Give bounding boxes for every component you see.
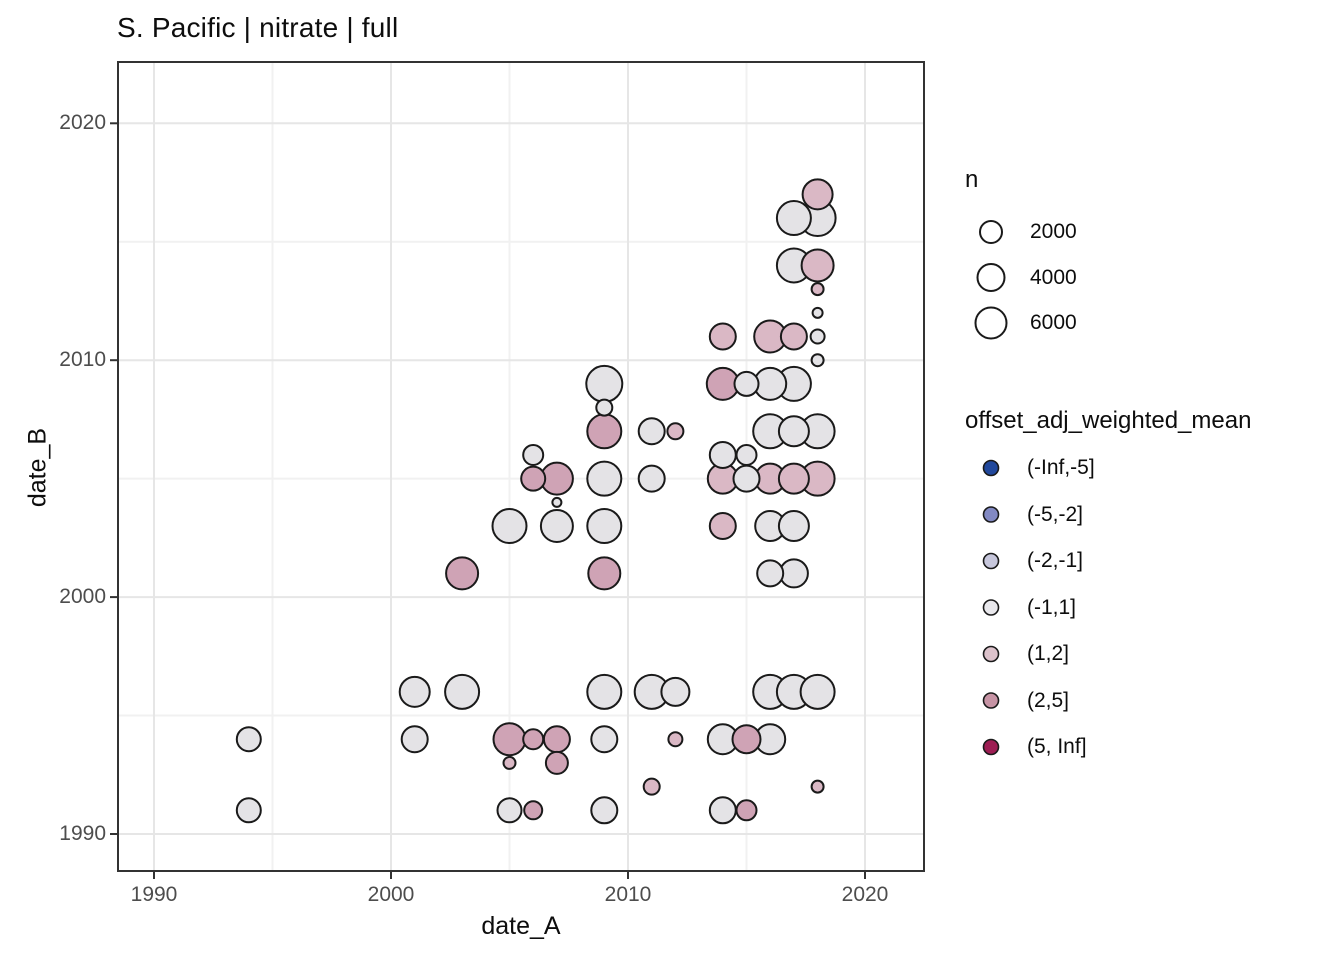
data-point bbox=[539, 509, 574, 544]
data-point bbox=[445, 556, 480, 591]
data-point bbox=[660, 676, 691, 707]
color-legend-key bbox=[982, 506, 1000, 523]
x-axis-title: date_A bbox=[481, 912, 561, 940]
size-legend-key bbox=[974, 306, 1008, 340]
size-legend-title: n bbox=[965, 166, 979, 193]
color-legend-value: (-Inf,-5] bbox=[1027, 456, 1095, 479]
size-legend-key bbox=[976, 263, 1006, 292]
data-point bbox=[800, 248, 835, 283]
color-legend-key bbox=[982, 692, 1000, 709]
data-point bbox=[492, 722, 527, 757]
data-point bbox=[642, 777, 661, 796]
data-point bbox=[444, 673, 481, 710]
data-point bbox=[400, 725, 429, 754]
data-point bbox=[735, 443, 758, 466]
data-point bbox=[708, 796, 737, 825]
x-tick-label-2000: 2000 bbox=[367, 883, 415, 906]
data-point bbox=[735, 799, 758, 822]
data-point bbox=[587, 556, 622, 591]
data-point bbox=[522, 443, 545, 466]
data-point bbox=[586, 508, 623, 545]
x-tick-label-2020: 2020 bbox=[841, 883, 889, 906]
chart-title: S. Pacific | nitrate | full bbox=[117, 12, 399, 43]
data-point bbox=[586, 673, 623, 710]
data-point bbox=[775, 200, 812, 237]
data-point bbox=[731, 724, 762, 755]
data-point bbox=[708, 512, 737, 541]
data-point bbox=[732, 464, 761, 493]
data-point bbox=[801, 178, 834, 211]
data-point bbox=[544, 750, 569, 775]
color-legend-key bbox=[982, 459, 1000, 477]
size-legend-value: 2000 bbox=[1030, 220, 1077, 243]
color-legend-key bbox=[982, 599, 1000, 616]
color-legend-title: offset_adj_weighted_mean bbox=[965, 407, 1252, 434]
data-point bbox=[708, 322, 737, 351]
data-point bbox=[637, 464, 666, 493]
data-point bbox=[810, 779, 825, 794]
data-point bbox=[777, 462, 810, 495]
data-point bbox=[235, 797, 262, 824]
data-point bbox=[756, 559, 785, 588]
data-point bbox=[595, 398, 614, 417]
data-point bbox=[398, 675, 431, 708]
data-point bbox=[491, 508, 528, 545]
data-point bbox=[586, 413, 623, 450]
data-point bbox=[777, 510, 810, 543]
data-point bbox=[502, 755, 517, 770]
x-tick-label-1990: 1990 bbox=[130, 883, 178, 906]
color-legend-value: (-1,1] bbox=[1027, 595, 1077, 619]
data-point bbox=[779, 322, 808, 351]
color-legend-value: (-5,-2] bbox=[1027, 502, 1084, 526]
data-point bbox=[667, 731, 684, 748]
data-point bbox=[799, 673, 836, 710]
data-point bbox=[733, 370, 760, 397]
data-point bbox=[809, 328, 826, 345]
data-point bbox=[542, 725, 571, 754]
data-point bbox=[708, 440, 737, 469]
color-legend-value: (5, Inf] bbox=[1027, 735, 1087, 758]
data-point bbox=[777, 415, 810, 448]
data-point bbox=[496, 797, 523, 824]
color-legend-value: (2,5] bbox=[1027, 688, 1070, 712]
size-legend-value: 6000 bbox=[1030, 311, 1077, 334]
y-tick-label-2020: 2020 bbox=[59, 111, 106, 135]
data-point bbox=[551, 496, 563, 508]
data-point bbox=[585, 364, 624, 403]
y-axis-title: date_B bbox=[23, 427, 52, 508]
data-point bbox=[666, 422, 685, 441]
color-legend-key bbox=[982, 552, 1000, 570]
data-point bbox=[811, 306, 824, 319]
data-point bbox=[590, 796, 619, 825]
data-point bbox=[590, 725, 619, 754]
color-legend-value: (-2,-1] bbox=[1027, 549, 1084, 572]
data-point bbox=[810, 353, 825, 368]
color-legend-key bbox=[982, 645, 1000, 663]
data-point bbox=[235, 726, 262, 753]
color-legend-value: (1,2] bbox=[1027, 642, 1070, 665]
data-point bbox=[522, 728, 545, 751]
data-point bbox=[586, 460, 623, 497]
data-point bbox=[523, 800, 544, 821]
size-legend-key bbox=[979, 220, 1003, 244]
panel-border bbox=[117, 61, 925, 872]
y-tick-label-2010: 2010 bbox=[59, 348, 106, 372]
x-tick-label-2010: 2010 bbox=[604, 883, 652, 906]
data-point bbox=[810, 282, 825, 297]
data-point bbox=[637, 417, 666, 446]
data-point bbox=[520, 465, 547, 492]
y-tick-label-1990: 1990 bbox=[59, 822, 106, 845]
size-legend-value: 4000 bbox=[1030, 265, 1077, 289]
color-legend-key bbox=[982, 738, 1000, 756]
y-tick-label-2000: 2000 bbox=[59, 585, 106, 609]
